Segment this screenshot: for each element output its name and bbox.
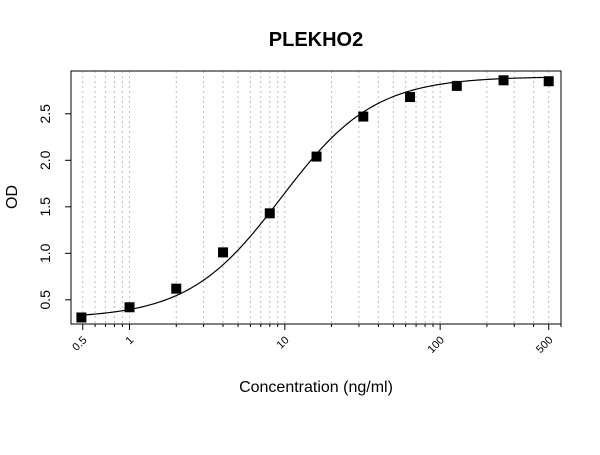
x-axis: 0.5 1 10 100 500 bbox=[70, 324, 562, 356]
data-point bbox=[76, 312, 87, 323]
chart-title: PLEKHO2 bbox=[269, 29, 363, 51]
data-point bbox=[498, 75, 509, 86]
data-point bbox=[405, 92, 416, 103]
x-tick-label: 100 bbox=[426, 334, 447, 355]
x-axis-label: Concentration (ng/ml) bbox=[239, 379, 393, 396]
data-point bbox=[124, 302, 135, 313]
x-tick-label: 10 bbox=[275, 334, 292, 351]
data-points bbox=[76, 75, 554, 323]
y-tick-label: 1.0 bbox=[37, 243, 53, 263]
y-axis-label: OD bbox=[4, 185, 21, 209]
fit-curve-line bbox=[81, 76, 549, 316]
fit-curve bbox=[81, 76, 549, 316]
data-point bbox=[358, 111, 369, 122]
data-point bbox=[264, 208, 275, 219]
y-tick-label: 2.5 bbox=[37, 104, 53, 124]
grid bbox=[82, 71, 562, 324]
x-tick-label: 1 bbox=[124, 334, 137, 347]
plot-frame bbox=[70, 70, 562, 325]
data-point bbox=[451, 80, 462, 91]
data-point bbox=[171, 283, 182, 294]
y-tick-label: 2.0 bbox=[37, 150, 53, 170]
x-tick-label: 500 bbox=[534, 334, 555, 355]
data-point bbox=[311, 151, 322, 162]
data-point bbox=[218, 247, 229, 258]
y-axis: 0.5 1.0 1.5 2.0 2.5 bbox=[37, 104, 71, 310]
data-point bbox=[543, 76, 554, 87]
x-tick-label: 0.5 bbox=[70, 334, 89, 353]
y-tick-label: 1.5 bbox=[37, 197, 53, 217]
y-tick-label: 0.5 bbox=[37, 290, 53, 310]
